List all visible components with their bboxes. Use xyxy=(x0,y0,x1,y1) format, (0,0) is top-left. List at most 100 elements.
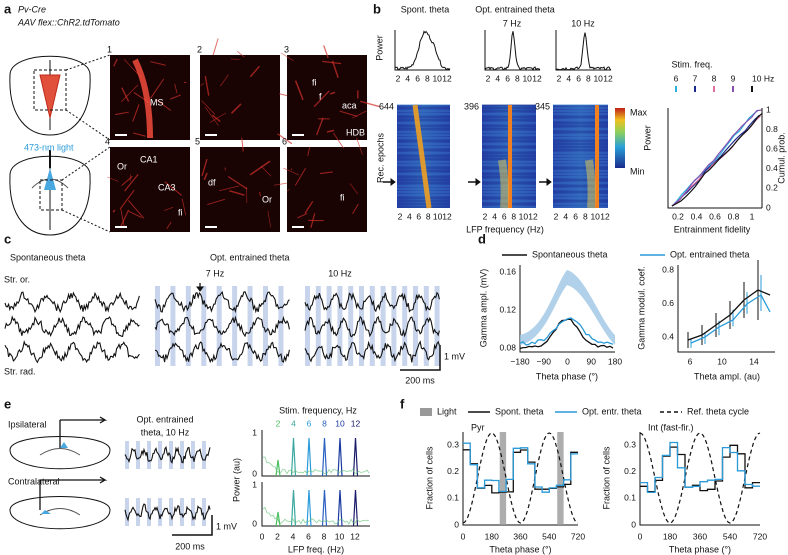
light-pulse xyxy=(180,441,184,469)
tick-label: 0.2 xyxy=(624,466,636,476)
fiber-signal xyxy=(224,167,226,171)
axis xyxy=(677,265,775,353)
panel-label: c xyxy=(4,231,11,246)
lfp-trace xyxy=(154,341,290,364)
tick-label: 0.8 xyxy=(728,211,740,221)
modul-opt xyxy=(690,294,771,344)
light-cone xyxy=(60,442,68,448)
label: 10 xyxy=(335,418,345,428)
label: 10 Hz xyxy=(752,73,774,83)
light-pulse xyxy=(155,286,160,366)
light-cone xyxy=(41,510,51,514)
fiber-signal xyxy=(120,209,130,227)
panel-label: d xyxy=(478,231,486,246)
tick-label: 12 xyxy=(600,211,610,221)
fiber-signal xyxy=(273,182,289,186)
septum-highlight xyxy=(39,74,61,119)
fiber-signal xyxy=(277,133,293,145)
label: Stim. freq. xyxy=(671,59,712,69)
fiber-signal xyxy=(267,210,271,228)
axis xyxy=(555,30,611,71)
label: Ipsilateral xyxy=(8,419,47,429)
label: 12 xyxy=(351,418,361,428)
tick-label: 360 xyxy=(513,531,527,541)
light-pulse xyxy=(169,498,173,526)
tick-label: 8 xyxy=(511,211,516,221)
light-pulse xyxy=(169,441,173,469)
light-pulse xyxy=(147,498,151,526)
label: AAV flex::ChR2.tdTomato xyxy=(17,17,120,27)
label: Min xyxy=(630,166,645,176)
fiber-signal xyxy=(119,189,135,210)
fiber-signal xyxy=(209,112,227,123)
tick-label: 0.8 xyxy=(766,124,778,134)
cdf-line xyxy=(671,109,762,207)
label: 10 Hz xyxy=(571,18,595,28)
tick-label: 4 xyxy=(407,211,412,221)
tick-label: 6 xyxy=(306,531,311,541)
fiber-signal xyxy=(164,181,182,196)
tick-label: 8 xyxy=(425,73,430,83)
region-label: aca xyxy=(342,100,357,110)
tick-label: 0.2 xyxy=(447,466,459,476)
region-label: fi xyxy=(340,192,345,202)
label: 9 xyxy=(731,73,736,83)
tick-label: 0.4 xyxy=(662,331,674,341)
tick-label: 12 xyxy=(603,73,613,83)
light-pulse xyxy=(278,286,284,366)
fiber-signal xyxy=(359,100,380,108)
fiber-signal xyxy=(227,175,248,190)
light-window xyxy=(557,432,564,525)
fiber-signal xyxy=(339,110,358,117)
tick-label: 0 xyxy=(638,531,643,541)
fiber-signal xyxy=(322,60,342,65)
spectrum-peak xyxy=(337,489,343,527)
axis xyxy=(484,30,540,71)
tick-label: −180 xyxy=(510,356,529,366)
tick-label: 4 xyxy=(405,73,410,83)
stim-arrow-head xyxy=(196,286,204,292)
tick-label: 180 xyxy=(608,356,622,366)
tick-label: 4 xyxy=(291,531,296,541)
light-pulse xyxy=(359,286,364,366)
band xyxy=(520,270,615,345)
fiber-signal xyxy=(174,83,178,94)
image-number: 5 xyxy=(195,136,200,146)
label: Theta phase (°) xyxy=(489,544,551,554)
tick-label: 0.12 xyxy=(499,304,516,314)
arrow xyxy=(40,476,108,484)
light-pulse xyxy=(202,498,206,526)
tick-label: 6 xyxy=(573,211,578,221)
region-label: Or xyxy=(262,194,272,204)
label: 396 xyxy=(464,101,479,111)
label: LFP frequency (Hz) xyxy=(466,224,544,234)
light-pulse xyxy=(380,286,386,366)
label: 200 ms xyxy=(175,541,205,551)
cdf-line xyxy=(671,109,759,207)
fiber-signal xyxy=(280,52,294,62)
light-pulse xyxy=(391,286,397,366)
panel-label: a xyxy=(4,1,12,16)
fiber-signal xyxy=(204,106,219,126)
light-pulse xyxy=(191,441,195,469)
axis xyxy=(261,482,370,527)
light-pulse xyxy=(201,286,207,366)
axis xyxy=(261,430,370,477)
micrograph xyxy=(200,55,280,140)
lfp-trace xyxy=(304,291,440,313)
label: Stim. frequency, Hz xyxy=(279,405,357,415)
light-pulse xyxy=(315,286,321,366)
tick-label: 0.08 xyxy=(499,342,516,352)
light-pulse xyxy=(180,498,184,526)
label: 345 xyxy=(535,101,550,111)
scale-bar xyxy=(400,345,441,371)
label: Int (fast-fir.) xyxy=(648,422,694,432)
tick-label: 6 xyxy=(502,211,507,221)
arrow-head xyxy=(546,178,552,186)
label: Max xyxy=(630,107,648,117)
spectrum-peak xyxy=(321,437,328,477)
fiber-signal xyxy=(181,198,187,216)
tick-label: 0.8 xyxy=(662,264,674,274)
tick-label: 6 xyxy=(415,73,420,83)
